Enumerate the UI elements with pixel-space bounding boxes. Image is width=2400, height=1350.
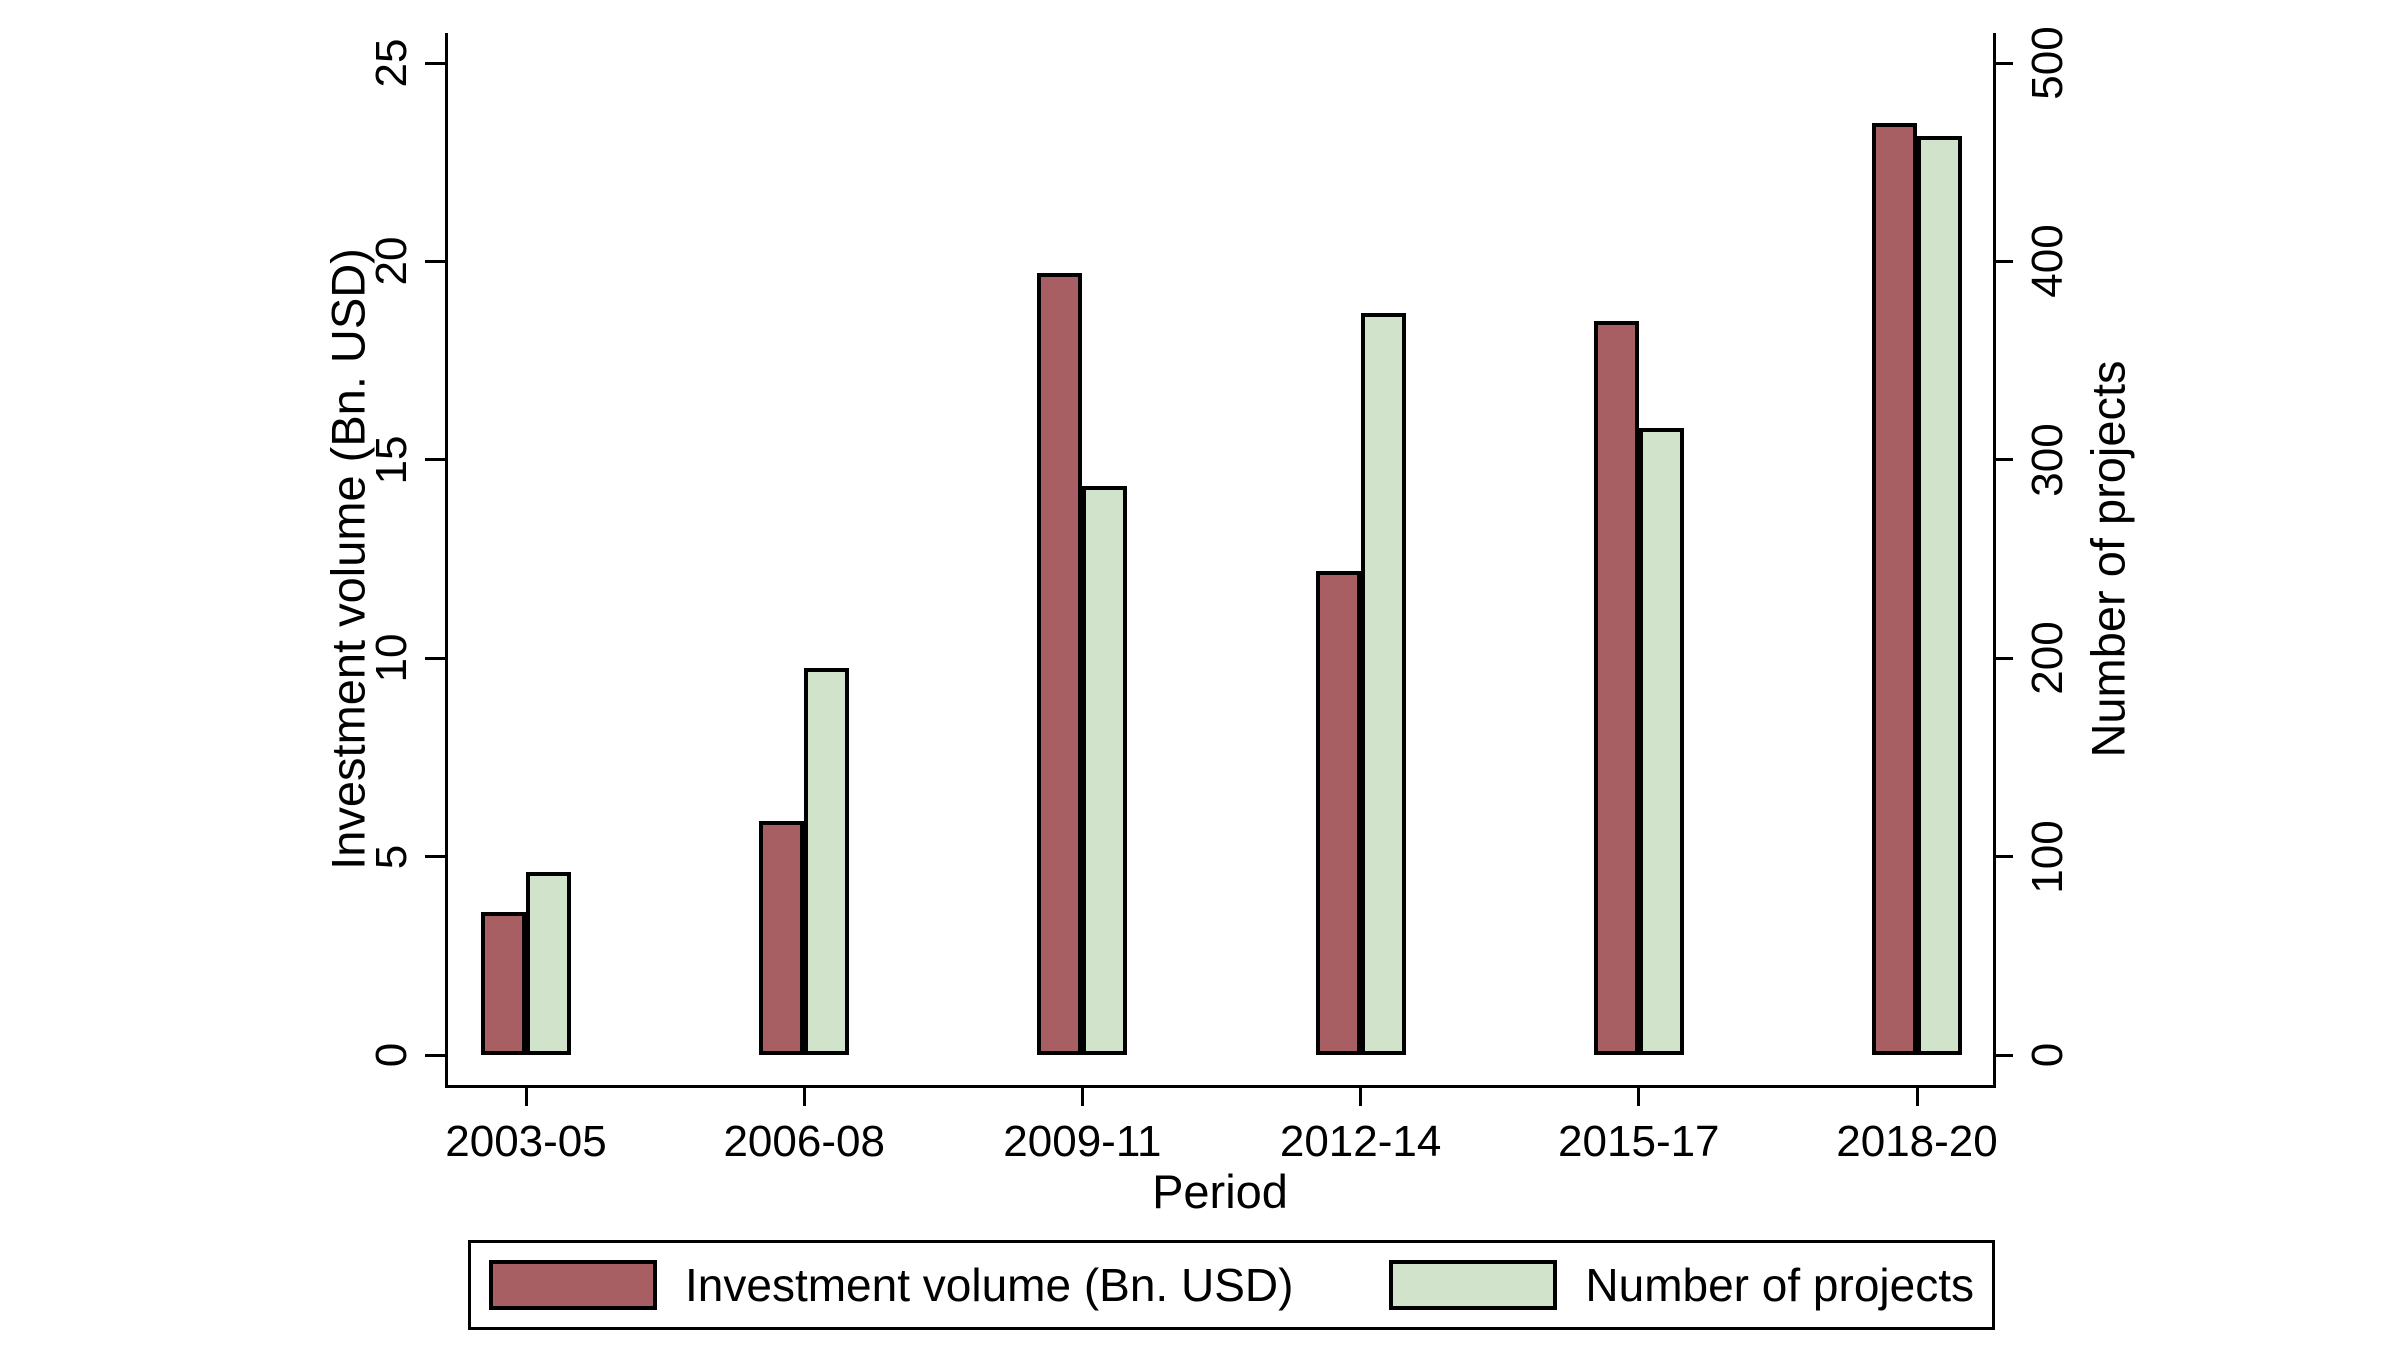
legend: Investment volume (Bn. USD) Number of pr… [468, 1240, 1995, 1330]
number-of-projects-bar-2003-05 [526, 872, 571, 1055]
left-axis-tick-10 [425, 656, 445, 660]
investment-volume-bn-usd-bar-2009-11 [1037, 273, 1083, 1055]
legend-swatch-number-of-projects [1389, 1260, 1558, 1310]
number-of-projects-bar-2015-17 [1638, 428, 1684, 1055]
x-axis-tick-2003-05 [524, 1086, 528, 1106]
left-axis-tick-5 [425, 855, 445, 859]
right-axis-tick-0 [1993, 1053, 2013, 1057]
right-axis-tick-100 [1993, 855, 2013, 859]
legend-label-number-of-projects: Number of projects [1585, 1259, 1974, 1311]
x-axis-tick-2018-20 [1915, 1086, 1919, 1106]
investment-volume-bn-usd-bar-2012-14 [1315, 570, 1361, 1055]
y-axis-right-line [1993, 33, 1996, 1088]
right-axis-tick-label-200: 200 [2023, 621, 2072, 695]
left-axis-tick-label-20: 20 [367, 236, 416, 286]
investment-volume-bn-usd-bar-2006-08 [759, 820, 805, 1055]
x-axis-tick-label-2003-05: 2003-05 [445, 1117, 607, 1166]
left-axis-tick-label-25: 25 [367, 38, 416, 88]
number-of-projects-bar-2006-08 [804, 668, 850, 1055]
y-axis-left-title: Investment volume (Bn. USD) [321, 248, 375, 870]
left-axis-tick-label-5: 5 [367, 844, 416, 869]
right-axis-tick-300 [1993, 458, 2013, 462]
x-axis-tick-label-2009-11: 2009-11 [1003, 1117, 1162, 1166]
left-axis-tick-15 [425, 458, 445, 462]
left-axis-tick-label-0: 0 [367, 1042, 416, 1068]
x-axis-tick-label-2015-17: 2015-17 [1558, 1117, 1720, 1166]
left-axis-tick-label-15: 15 [367, 435, 416, 485]
right-axis-tick-label-400: 400 [2023, 224, 2072, 299]
number-of-projects-bar-2018-20 [1917, 136, 1962, 1055]
left-axis-tick-0 [425, 1053, 445, 1057]
right-axis-tick-200 [1993, 656, 2013, 660]
y-axis-left-line [445, 33, 448, 1088]
left-axis-tick-25 [425, 61, 445, 65]
investment-volume-bn-usd-bar-2003-05 [481, 912, 526, 1055]
x-axis-tick-label-2012-14: 2012-14 [1279, 1117, 1442, 1166]
x-axis-tick-2009-11 [1080, 1086, 1084, 1106]
x-axis-line [445, 1085, 1996, 1088]
left-axis-tick-20 [425, 259, 445, 263]
investment-volume-bn-usd-bar-2015-17 [1593, 320, 1639, 1055]
right-axis-tick-label-300: 300 [2023, 423, 2072, 497]
right-axis-tick-label-100: 100 [2023, 819, 2072, 894]
number-of-projects-bar-2012-14 [1360, 312, 1406, 1055]
legend-swatch-investment-volume [489, 1260, 657, 1310]
right-axis-tick-500 [1993, 61, 2013, 65]
x-axis-title: Period [1152, 1165, 1288, 1218]
legend-item-number-of-projects: Number of projects [1389, 1258, 1974, 1312]
right-axis-tick-label-0: 0 [2023, 1042, 2072, 1068]
number-of-projects-bar-2009-11 [1082, 485, 1128, 1055]
x-axis-tick-label-2018-20: 2018-20 [1836, 1117, 1998, 1166]
x-axis-tick-2012-14 [1359, 1086, 1363, 1106]
investment-volume-bn-usd-bar-2018-20 [1872, 122, 1917, 1055]
y-axis-right-title: Number of projects [2081, 360, 2135, 758]
left-axis-tick-label-10: 10 [367, 633, 416, 683]
x-axis-tick-2006-08 [802, 1086, 806, 1106]
right-axis-tick-label-500: 500 [2023, 26, 2072, 100]
x-axis-tick-label-2006-08: 2006-08 [723, 1117, 885, 1166]
legend-label-investment-volume: Investment volume (Bn. USD) [685, 1259, 1294, 1311]
right-axis-tick-400 [1993, 259, 2013, 263]
x-axis-tick-2015-17 [1637, 1086, 1641, 1106]
legend-item-investment-volume: Investment volume (Bn. USD) [489, 1258, 1293, 1312]
